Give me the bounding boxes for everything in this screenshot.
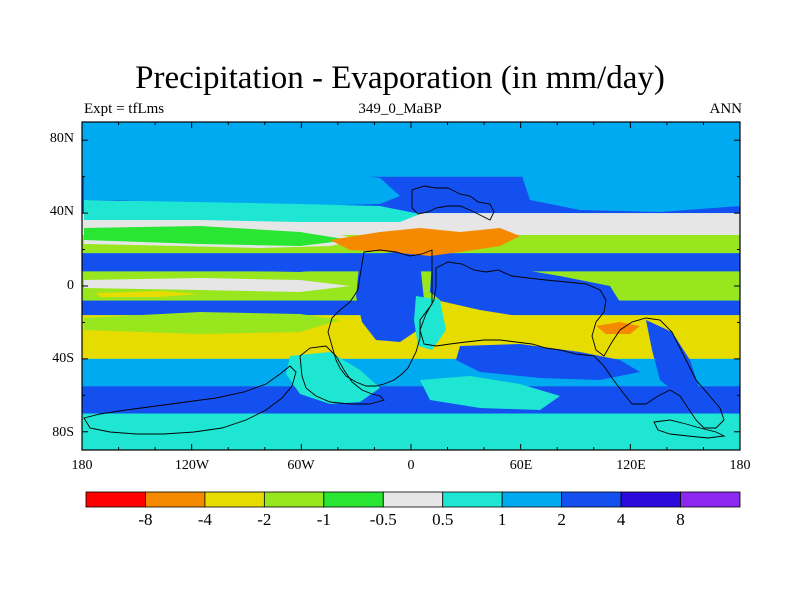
colorbar-level-label: 4: [616, 510, 626, 529]
america-block-outline: [327, 249, 433, 387]
antarctic-light-patch: [84, 430, 740, 450]
pe-field-layer: [82, 122, 740, 450]
lat-tick-label-40s: 40S: [52, 351, 74, 366]
lat-tick-label-40n: 40N: [49, 204, 74, 219]
lon-tick-label-120w: 120W: [174, 458, 210, 473]
north-subtropic-light-patch: [84, 200, 420, 222]
equatorial-red-streak-patch: [96, 291, 200, 297]
africa-outline: [419, 261, 725, 429]
continent-outlines: [83, 185, 726, 439]
colorbar-swatch: [263, 491, 325, 508]
north-atlantic-patch: [520, 160, 740, 212]
tethys-wet-ring-patch: [430, 262, 620, 312]
colorbar-swatch: [323, 491, 384, 508]
southern-east-blue-patch: [646, 320, 700, 396]
colorbar-level-label: -0.5: [369, 510, 397, 529]
colorbar-swatch: [85, 491, 146, 508]
south-light-east-patch: [420, 376, 560, 410]
colorbar-swatch: [145, 491, 206, 508]
axis-ticks: [81, 122, 741, 450]
colorbar-swatch: [680, 491, 741, 508]
colorbar-level-label: -4: [197, 510, 212, 529]
equatorial-light-patch: [84, 278, 350, 292]
lat-tick-label-80n: 80N: [49, 131, 74, 146]
africa-interior-patch: [436, 300, 600, 346]
colorbar-level-label: -8: [138, 510, 153, 529]
colorbar-swatch: [561, 491, 622, 508]
colorbar-level-label: 0.5: [432, 510, 454, 529]
colorbar-swatch: [501, 491, 563, 508]
colorbar-level-label: 8: [676, 510, 685, 529]
lat-tick-label-0: 0: [67, 278, 74, 293]
southern-land-outline: [83, 365, 297, 435]
north-arid-orange-patch: [330, 228, 520, 256]
north-america-outline: [411, 185, 495, 221]
colorbar-swatch: [442, 491, 503, 508]
south-atlantic-orange-patch: [596, 322, 640, 334]
colorbar-swatch: [620, 491, 681, 508]
lon-tick-label-0: 0: [407, 458, 415, 473]
colorbar-swatch: [382, 491, 444, 508]
antarctic-fringe-outline: [299, 345, 385, 405]
lon-tick-label-60w: 60W: [287, 458, 315, 473]
arid-belt-lime-patch: [84, 226, 350, 246]
season-label: ANN: [709, 101, 743, 117]
colorbar-swatch: [204, 491, 265, 508]
colorbar-level-label: 2: [557, 510, 566, 529]
north-pacific-patch: [84, 166, 400, 206]
time-slice-label: 349_0_MaBP: [358, 101, 442, 117]
chart-title: Precipitation - Evaporation (in mm/day): [135, 60, 665, 96]
colorbar-level-label: 1: [497, 510, 507, 529]
colorbar: [85, 491, 741, 508]
colorbar-level-label: -1: [316, 510, 331, 529]
supercontinent-wet-ring-patch: [356, 252, 424, 342]
experiment-label: Expt = tfLms: [84, 101, 165, 117]
lon-tick-label-60e: 60E: [509, 458, 533, 473]
lon-tick-label-180w: 180: [71, 458, 93, 473]
australia-outline: [653, 419, 726, 439]
zonal-band-9: [82, 386, 740, 414]
lon-tick-label-180e: 180: [729, 458, 751, 473]
southern-subtropic-yellow-patch: [84, 312, 340, 334]
colorbar-level-label: -2: [257, 510, 272, 529]
south-indian-blue-patch: [456, 344, 640, 380]
lat-tick-label-80s: 80S: [52, 425, 74, 440]
lon-tick-label-120e: 120E: [616, 458, 646, 473]
equatorial-blue-west-patch: [84, 256, 360, 272]
